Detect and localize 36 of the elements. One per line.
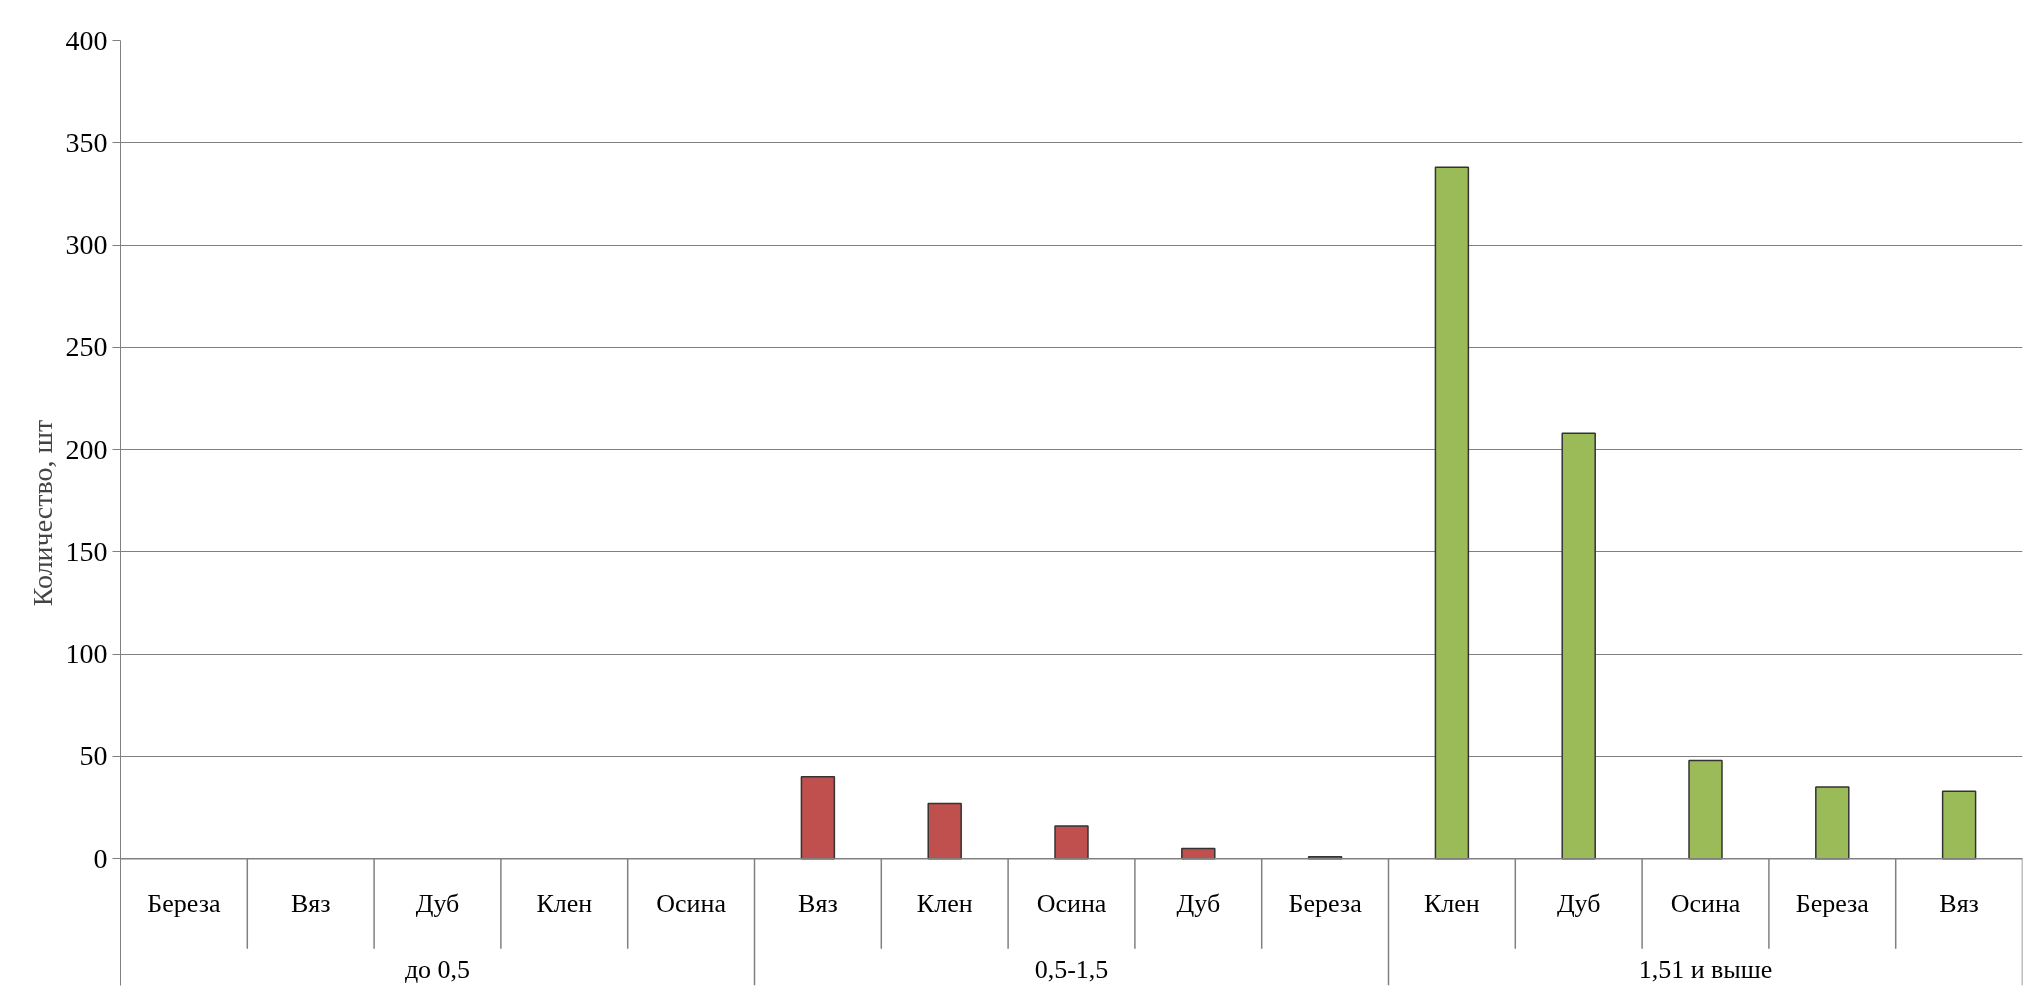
y-tick-label: 100	[65, 638, 108, 670]
x-tick-label: Дуб	[1176, 889, 1221, 919]
x-tick-label: Вяз	[1939, 889, 1979, 919]
x-tick-label: Осина	[1036, 889, 1107, 919]
x-tick-label: Клен	[916, 889, 973, 919]
y-tick-label: 50	[79, 740, 108, 772]
bar	[927, 802, 962, 860]
y-tick-label: 300	[65, 229, 108, 261]
bar	[1688, 759, 1723, 860]
bar	[1561, 432, 1596, 860]
x-tick-label: Вяз	[798, 889, 838, 919]
bar	[1054, 825, 1089, 860]
x-tick-label: Осина	[1670, 889, 1741, 919]
y-tick-label: 350	[65, 126, 108, 158]
x-tick-label: Клен	[536, 889, 593, 919]
text: 1,51 и выше	[1638, 954, 1773, 984]
bar	[1434, 166, 1470, 860]
x-tick-label: Дуб	[415, 889, 460, 919]
text: до 0,5	[404, 954, 471, 984]
bar	[1941, 790, 1977, 860]
x-tick-label: Береза	[147, 889, 221, 919]
y-tick-label: 400	[65, 24, 108, 56]
x-tick-label: Береза	[1795, 889, 1870, 919]
x-tick-label: Клен	[1424, 889, 1480, 919]
y-tick-label: 150	[65, 535, 108, 567]
x-tick-label: Вяз	[290, 889, 331, 919]
x-tick-label: Дуб	[1556, 889, 1601, 919]
bar	[800, 776, 836, 860]
bar	[1815, 786, 1850, 860]
x-tick-label: Осина	[656, 889, 727, 919]
y-axis-title: Количество, шт	[26, 419, 58, 607]
y-tick-label: 200	[65, 433, 108, 465]
y-tick-label: 250	[65, 331, 108, 363]
y-tick-label: 0	[93, 842, 108, 874]
text: 0,5-1,5	[1034, 954, 1109, 984]
x-tick-label: Береза	[1288, 889, 1363, 919]
